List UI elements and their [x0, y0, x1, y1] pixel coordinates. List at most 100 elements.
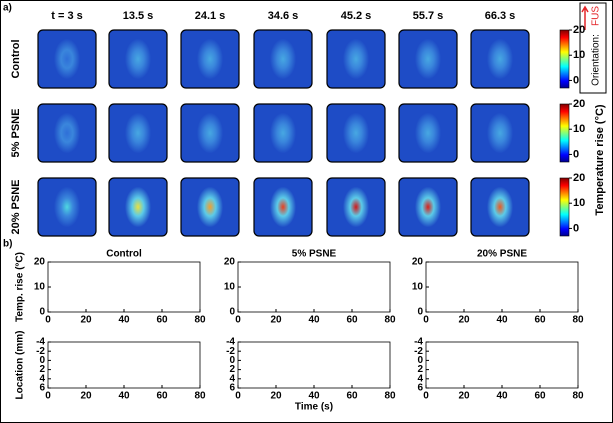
y-axis-label: Temp. rise (°C): [15, 252, 26, 322]
colorbar-tick-label: 20: [573, 172, 585, 184]
y-tick-label: -2: [226, 346, 235, 357]
y-tick-label: 20: [34, 257, 46, 268]
x-tick-label: 40: [118, 315, 130, 326]
x-tick-label: 80: [572, 315, 584, 326]
x-tick-label: 40: [308, 315, 320, 326]
x-axis-label: Time (s): [295, 402, 333, 413]
y-tick-label: -2: [36, 346, 45, 357]
plot-area: [237, 261, 391, 313]
y-tick-label: 0: [417, 307, 423, 318]
y-tick-label: 10: [224, 282, 236, 293]
y-tick-label: 4: [39, 373, 45, 384]
time-label: 45.2 s: [341, 10, 372, 22]
x-tick-label: 40: [118, 391, 130, 402]
orientation-arrow: [581, 5, 589, 30]
x-tick-label: 60: [346, 315, 358, 326]
heatmap-tile: [37, 103, 97, 163]
colorbar: [559, 177, 570, 237]
time-label: 55.7 s: [413, 10, 444, 22]
colorbar: [559, 29, 570, 89]
x-tick-label: 0: [45, 391, 51, 402]
heatmap-tile: [253, 103, 313, 163]
x-tick-label: 20: [458, 315, 470, 326]
heatmap-tile: [108, 177, 168, 237]
time-label: 66.3 s: [485, 10, 516, 22]
x-tick-label: 0: [423, 391, 429, 402]
y-tick-label: 2: [417, 364, 423, 375]
heatmap-tile: [398, 103, 458, 163]
heatmap-tile: [253, 177, 313, 237]
x-tick-label: 0: [45, 315, 51, 326]
heatmap-tile: [108, 29, 168, 89]
x-tick-label: 40: [496, 391, 508, 402]
x-tick-label: 0: [235, 391, 241, 402]
x-tick-label: 0: [423, 315, 429, 326]
x-tick-label: 60: [156, 391, 168, 402]
row-label: 5% PSNE: [10, 109, 22, 158]
colorbar-tick-label: 10: [573, 197, 585, 209]
y-tick-label: 2: [229, 364, 235, 375]
heatmap-tile: [180, 29, 240, 89]
colorbar-tick-label: 10: [573, 49, 585, 61]
y-tick-label: 4: [229, 373, 235, 384]
heatmap-tile: [253, 29, 313, 89]
y-axis-label: Location (mm): [15, 331, 26, 400]
plot-area: [425, 341, 579, 389]
colorbar-tick-label: 20: [573, 24, 585, 36]
plot-area: [425, 261, 579, 313]
y-tick-label: 0: [229, 307, 235, 318]
plot-area: [237, 341, 391, 389]
x-tick-label: 20: [270, 391, 282, 402]
colorbar-tick-label: 0: [573, 222, 579, 234]
row-label: Control: [10, 39, 22, 78]
y-tick-label: 0: [229, 355, 235, 366]
x-tick-label: 80: [384, 391, 396, 402]
x-tick-label: 20: [80, 391, 92, 402]
time-label: t = 3 s: [51, 10, 83, 22]
row-label: 20% PSNE: [10, 179, 22, 234]
x-tick-label: 80: [384, 315, 396, 326]
y-tick-label: 0: [417, 355, 423, 366]
chart-title: Control: [106, 249, 142, 260]
x-tick-label: 60: [534, 315, 546, 326]
y-tick-label: 0: [39, 355, 45, 366]
time-label: 24.1 s: [195, 10, 226, 22]
orientation-arrow-label: FUS: [591, 6, 602, 26]
heatmap-tile: [470, 177, 530, 237]
heatmap-tile: [326, 177, 386, 237]
heatmap-tile: [470, 29, 530, 89]
y-tick-label: 6: [229, 383, 235, 394]
heatmap-tile: [326, 29, 386, 89]
heatmap-tile: [180, 177, 240, 237]
x-tick-label: 20: [80, 315, 92, 326]
heatmap-tile: [37, 177, 97, 237]
heatmap-tile: [180, 103, 240, 163]
y-tick-label: 10: [34, 282, 46, 293]
x-tick-label: 0: [235, 315, 241, 326]
colorbar-tick-label: 10: [573, 123, 585, 135]
colorbar-tick-label: 20: [573, 98, 585, 110]
panel-label: a): [3, 3, 12, 14]
colorbar: [559, 103, 570, 163]
x-tick-label: 40: [496, 315, 508, 326]
heatmap-tile: [108, 103, 168, 163]
orientation-label: Orientation:: [591, 34, 602, 86]
time-label: 34.6 s: [268, 10, 299, 22]
plot-area: [47, 341, 201, 389]
heatmap-tile: [398, 29, 458, 89]
y-tick-label: 6: [39, 383, 45, 394]
x-tick-label: 60: [156, 315, 168, 326]
y-tick-label: 20: [224, 257, 236, 268]
heatmap-tile: [398, 177, 458, 237]
y-tick-label: 6: [417, 383, 423, 394]
y-tick-label: -4: [414, 337, 423, 348]
colorbar-tick-label: 0: [573, 148, 579, 160]
x-tick-label: 20: [270, 315, 282, 326]
orientation-box: [579, 2, 607, 94]
chart-title: 5% PSNE: [292, 249, 337, 260]
heatmap-tile: [326, 103, 386, 163]
colorbar-label: Temperature rise (°C): [594, 104, 606, 216]
plot-area: [47, 261, 201, 313]
x-tick-label: 60: [346, 391, 358, 402]
